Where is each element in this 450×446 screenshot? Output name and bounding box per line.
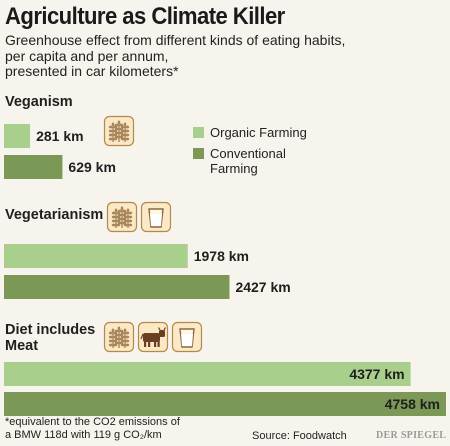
milk-glass-icon xyxy=(171,321,203,353)
footnote-line: a BMW 118d with 119 g CO₂/km xyxy=(5,428,162,441)
legend-swatch xyxy=(193,127,204,138)
grain-icon xyxy=(106,201,138,233)
legend-swatch xyxy=(193,148,204,159)
group-label: Vegetarianism xyxy=(5,207,103,223)
legend: Organic Farming Conventional Farming xyxy=(193,125,307,176)
bar xyxy=(4,124,31,148)
bar xyxy=(4,362,411,386)
source-credit: Source: Foodwatch xyxy=(252,430,347,442)
subtitle-line: per capita and per annum, xyxy=(5,47,169,64)
footnote: *equivalent to the CO2 emissions of a BM… xyxy=(5,416,180,441)
bar xyxy=(4,392,446,416)
legend-label: Conventional Farming xyxy=(210,146,286,176)
data-label: 629 km xyxy=(68,159,115,175)
brand-logo: DER SPIEGEL xyxy=(376,430,447,441)
chart-subtitle: Greenhouse effect from different kinds o… xyxy=(5,32,405,80)
bar xyxy=(4,155,63,179)
subtitle-line: Greenhouse effect from different kinds o… xyxy=(5,32,346,48)
legend-label: Organic Farming xyxy=(210,125,307,140)
data-label: 2427 km xyxy=(235,279,290,295)
grain-icon xyxy=(103,115,135,147)
group-label: Veganism xyxy=(5,94,73,110)
cow-icon xyxy=(137,321,169,353)
milk-glass-icon xyxy=(140,201,172,233)
subtitle-line: presented in car kilometers* xyxy=(5,63,179,79)
chart-title: Agriculture as Climate Killer xyxy=(5,3,285,30)
footnote-line: *equivalent to the CO2 emissions of xyxy=(5,416,180,428)
data-label: 1978 km xyxy=(194,248,249,264)
group-label: Diet includes Meat xyxy=(5,322,95,354)
grain-icon xyxy=(103,321,135,353)
data-label: 281 km xyxy=(36,128,83,144)
bar xyxy=(4,244,188,268)
data-label: 4377 km xyxy=(349,366,404,382)
bar xyxy=(4,275,230,299)
data-label: 4758 km xyxy=(385,396,440,412)
